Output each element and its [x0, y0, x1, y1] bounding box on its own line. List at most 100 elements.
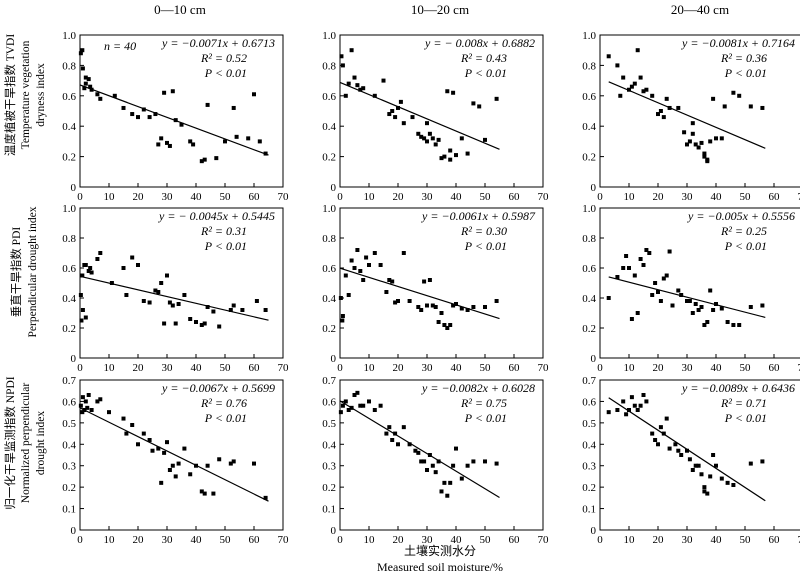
panel-r0c1-ytick-label: 0.2 — [322, 152, 336, 164]
panel-r2c2-data-point — [624, 412, 629, 417]
panel-r0c2-equation: y = −0.0081x + 0.7164 — [681, 36, 795, 50]
panel-r2c1-xtick-label: 0 — [337, 534, 343, 546]
panel-r2c0-data-point — [80, 410, 85, 415]
panel-r1c0-ytick-label: 0.6 — [62, 263, 76, 275]
panel-r0c1-data-point — [448, 157, 453, 162]
panel-r2c1-r-squared: R² = 0.75 — [460, 396, 507, 410]
panel-r0c1-data-point — [494, 96, 499, 101]
panel-r1c1-data-point — [367, 263, 371, 267]
panel-r0c0-data-point — [170, 89, 175, 94]
panel-r0c2-xtick-label: 70 — [798, 191, 800, 203]
panel-r1c1-data-point — [393, 300, 398, 305]
panel-r0c0-xtick-label: 50 — [220, 191, 232, 203]
panel-r2c0-data-point — [182, 446, 187, 451]
panel-r0c2-data-point — [685, 142, 689, 147]
panel-r0c2-xtick-label: 40 — [711, 191, 723, 203]
panel-r2c1-data-point — [494, 461, 499, 466]
panel-r0c0-ytick-label: 0.8 — [62, 60, 76, 72]
panel-r1c0-xtick-label: 40 — [191, 362, 203, 374]
column-header-0: 0—10 cm — [154, 2, 206, 17]
panel-r1c0-data-point — [240, 308, 245, 312]
panel-r0c0-data-point — [136, 115, 140, 120]
panel-r2c0-data-point — [80, 395, 85, 400]
panel-r2c2-r-squared: R² = 0.71 — [720, 396, 767, 410]
panel-r1c2: 0 10 20 30 40 50 60 70 0 0.2 0.4 0.6 0.8 1.0 y = −0.00… — [582, 203, 800, 374]
panel-r1c0-data-point — [86, 269, 91, 273]
panel-r2c0-data-point — [211, 491, 216, 496]
panel-r1c1-data-point — [407, 299, 412, 303]
panel-r1c0-data-point — [231, 303, 236, 308]
panel-r0c0-data-point — [130, 112, 135, 117]
panel-r1c2-xtick-label: 20 — [653, 362, 665, 374]
panel-r1c0-data-point — [159, 281, 164, 285]
panel-r0c1-data-point — [355, 83, 360, 88]
panel-r2c1-ytick-label: 0.5 — [322, 418, 336, 430]
panel-r2c2-ytick-label: 0.4 — [582, 439, 596, 451]
panel-r1c0-p-value: P < 0.01 — [204, 239, 247, 253]
panel-r1c1-data-point — [483, 305, 487, 309]
panel-r0c1-data-point — [419, 134, 424, 139]
panel-r1c0-data-point — [141, 299, 146, 303]
panel-r1c2-data-point — [606, 296, 611, 300]
panel-r2c0-data-point — [89, 408, 94, 412]
panel-r1c1-xtick-label: 10 — [364, 362, 376, 374]
panel-r0c0-data-point — [88, 84, 93, 89]
panel-r2c2-data-point — [693, 463, 698, 468]
panel-r2c2-xtick-label: 50 — [740, 534, 752, 546]
panel-r2c0-data-point — [205, 463, 210, 468]
panel-r0c1-data-point — [425, 139, 429, 144]
panel-r0c2-data-point — [627, 87, 631, 92]
panel-r2c1-data-point — [465, 463, 470, 468]
panel-r2c0-data-point — [263, 495, 268, 500]
panel-r0c2-xtick-label: 30 — [682, 191, 694, 203]
panel-r0c1-data-point — [451, 90, 456, 95]
panel-r2c1-data-point — [430, 463, 435, 468]
panel-r2c0-data-point — [199, 489, 204, 494]
panel-r1c1-data-point — [401, 251, 406, 255]
panel-r2c1-data-point — [361, 403, 366, 408]
panel-r2c0-xtick-label: 20 — [133, 534, 145, 546]
panel-r1c1-data-point — [436, 320, 441, 324]
panel-r0c2-data-point — [719, 136, 724, 141]
xlabel-en: Measured soil moisture/% — [377, 560, 503, 574]
panel-r1c1-data-point — [343, 273, 348, 278]
panel-r0c1-data-point — [343, 93, 348, 98]
panel-r2c2-data-point — [621, 399, 626, 404]
panel-r2c1-data-point — [387, 425, 392, 430]
panel-r1c2-xtick-label: 10 — [624, 362, 636, 374]
panel-r2c1-data-point — [384, 431, 389, 436]
panel-r1c0-data-point — [98, 251, 103, 255]
panel-r2c0-ytick-label: 0.2 — [62, 482, 76, 494]
panel-r2c0-ytick-label: 0.5 — [62, 418, 76, 430]
panel-r1c2-xtick-label: 40 — [711, 362, 723, 374]
panel-r2c0-data-point — [252, 461, 256, 466]
panel-r1c2-data-point — [670, 303, 675, 308]
panel-r1c0-data-point — [182, 293, 187, 297]
panel-r2c2-ytick-label: 0.3 — [582, 461, 596, 473]
panel-r1c2-data-point — [719, 306, 724, 311]
panel-r1c2-data-point — [647, 251, 652, 255]
panel-r2c2-data-point — [731, 483, 736, 487]
panel-r2c0-ytick-label: 0.4 — [62, 439, 76, 451]
panel-r2c1: 0 10 20 30 40 50 60 70 0 0.1 0.2 0.3 0.4 0.5 0.6 0.7 y =… — [322, 375, 549, 546]
panel-r0c1-data-point — [425, 121, 429, 126]
panel-r2c0-data-point — [228, 461, 233, 466]
panel-r1c2-data-point — [650, 293, 655, 297]
panel-r0c2-data-point — [699, 140, 704, 145]
panel-r1c2-data-point — [725, 320, 730, 324]
panel-r0c0-data-point — [202, 157, 207, 162]
panel-r1c0-data-point — [263, 308, 268, 312]
panel-r1c0-data-point — [167, 300, 172, 305]
panel-r1c1-ytick-label: 0 — [331, 353, 337, 365]
panel-r1c1-data-point — [346, 293, 351, 297]
panel-r0c1-data-point — [454, 153, 458, 158]
panel-r2c0-xtick-label: 50 — [220, 534, 232, 546]
panel-r0c2-data-point — [682, 130, 687, 135]
panel-r1c1-ytick-label: 0.2 — [322, 323, 336, 335]
panel-r0c2-data-point — [632, 81, 637, 86]
panel-r2c1-data-point — [340, 403, 345, 408]
panel-r0c0-data-point — [121, 105, 126, 110]
panel-r0c0-data-point — [78, 51, 83, 56]
panel-r0c0-data-point — [167, 143, 172, 148]
panel-r2c1-xtick-label: 20 — [393, 534, 405, 546]
